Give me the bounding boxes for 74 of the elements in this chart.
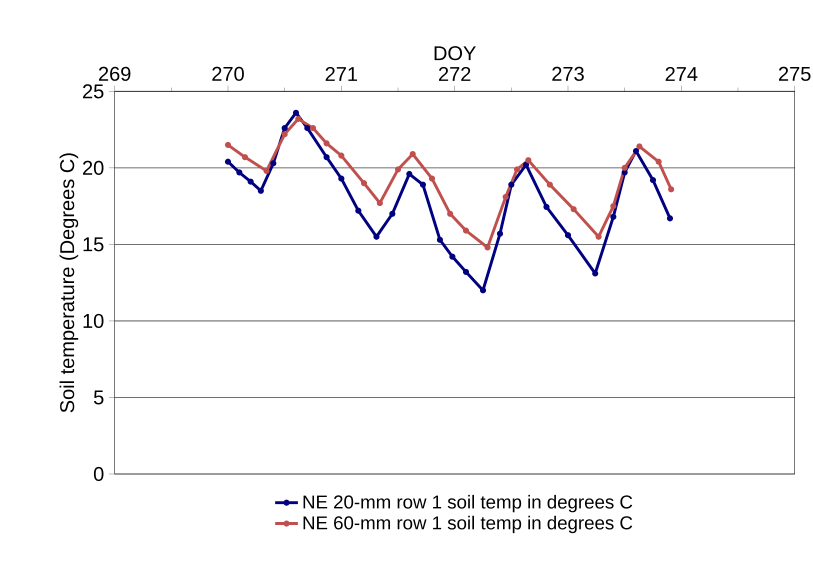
point: [480, 287, 486, 294]
point: [543, 204, 550, 210]
x-tick-label: 269: [98, 66, 130, 81]
point: [632, 148, 640, 154]
point: [406, 170, 412, 178]
point: [242, 154, 248, 160]
point: [338, 152, 344, 159]
point: [622, 164, 628, 171]
y-tick-label: 5: [94, 390, 104, 404]
point: [570, 206, 577, 212]
y-tick-label: 10: [84, 314, 104, 328]
point: [282, 131, 288, 138]
point: [270, 160, 276, 166]
point: [622, 169, 628, 176]
point: [310, 125, 316, 132]
point: [668, 186, 674, 192]
point: [236, 169, 242, 176]
x-tick-label: 273: [552, 66, 584, 81]
x-tick-label: 272: [438, 66, 470, 81]
y-tick-label: 20: [83, 160, 104, 175]
point: [502, 194, 509, 200]
point: [420, 182, 426, 188]
point: [304, 125, 310, 132]
point: [447, 210, 454, 217]
x-tick-label: 271: [326, 66, 358, 81]
point: [292, 110, 300, 116]
y-tick-label: 25: [83, 84, 104, 98]
point: [376, 200, 383, 206]
point: [592, 270, 598, 277]
point: [410, 151, 416, 158]
point: [355, 208, 362, 214]
point: [263, 168, 270, 174]
point: [546, 182, 553, 188]
point: [514, 166, 520, 172]
point: [449, 254, 456, 260]
point: [564, 232, 572, 238]
point: [248, 178, 254, 185]
point: [496, 230, 504, 237]
point: [610, 203, 616, 210]
point: [224, 158, 232, 165]
y-axis-title: Soil temperature (Degrees C): [60, 153, 78, 412]
point: [462, 268, 470, 276]
x-tick-label: 275: [778, 66, 811, 81]
point: [522, 162, 530, 168]
point: [525, 157, 532, 164]
point: [436, 236, 444, 243]
point: [394, 166, 402, 172]
point: [373, 234, 380, 240]
point: [224, 142, 232, 148]
legend-label: NE 60-mm row 1 soil temp in degrees C: [304, 516, 632, 534]
point: [428, 176, 436, 182]
x-axis-title: DOY: [434, 46, 476, 60]
point: [295, 116, 302, 122]
point: [656, 158, 662, 165]
point: [462, 228, 470, 234]
y-tick-label: 0: [94, 466, 104, 482]
x-tick-label: 270: [212, 66, 244, 81]
point: [666, 215, 674, 222]
point: [389, 210, 396, 217]
legend-label: NE 20-mm row 1 soil temp in degrees C: [304, 494, 632, 512]
point: [282, 125, 288, 132]
point: [636, 143, 642, 150]
point: [360, 180, 368, 186]
x-tick-label: 274: [666, 66, 698, 81]
y-tick-label: 15: [84, 237, 104, 252]
point: [650, 177, 656, 184]
point: [324, 140, 330, 146]
point: [596, 234, 602, 240]
point: [508, 182, 514, 188]
point: [338, 176, 344, 182]
point: [324, 154, 330, 160]
point: [610, 214, 616, 220]
point: [484, 244, 491, 251]
point: [258, 188, 264, 194]
